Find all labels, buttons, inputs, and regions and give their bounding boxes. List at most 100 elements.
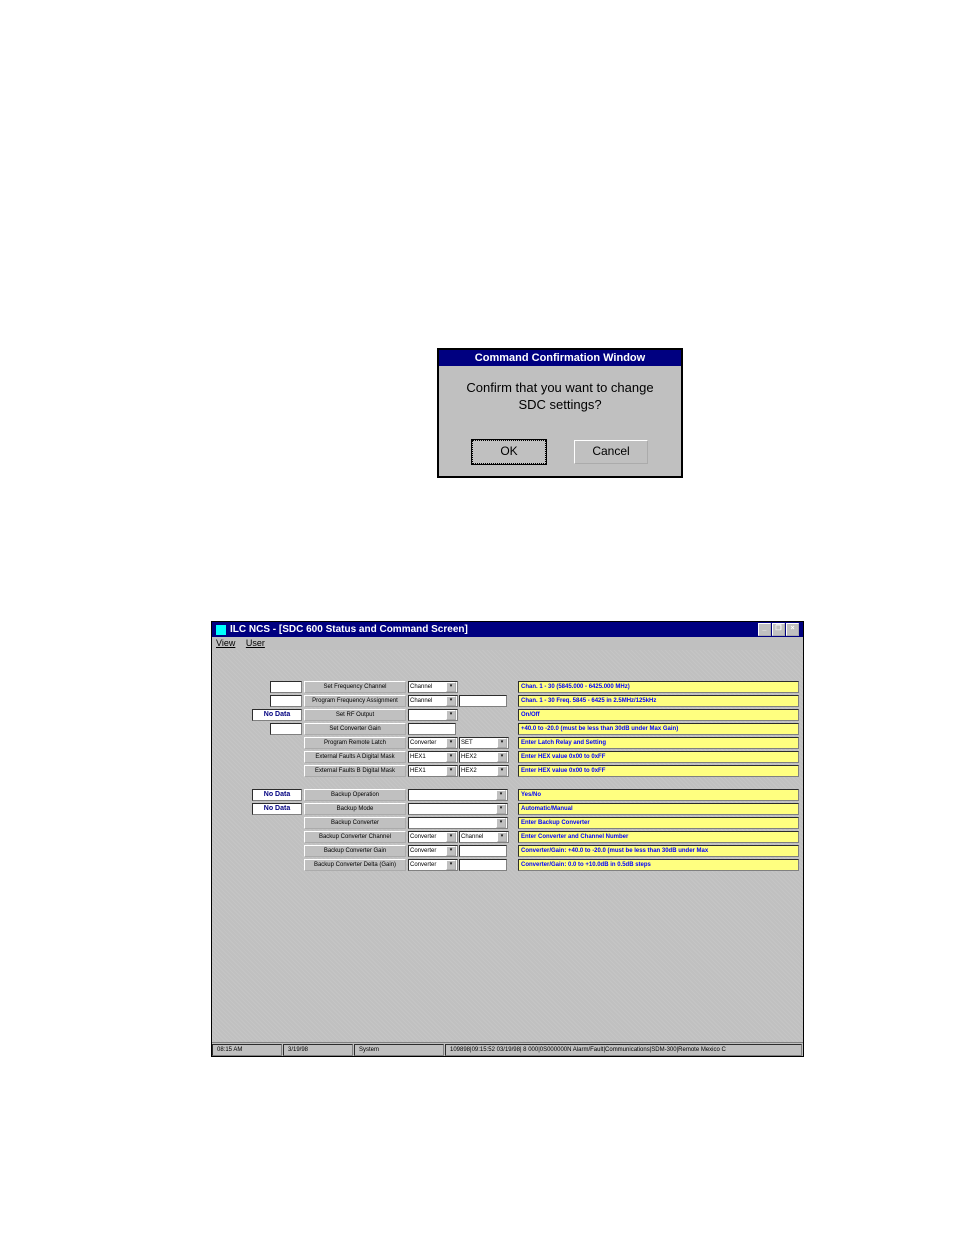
- nodata-label: No Data: [252, 709, 302, 721]
- dialog-message-line2: SDC settings?: [518, 397, 601, 412]
- nodata-label: No Data: [252, 803, 302, 815]
- dropdown[interactable]: Converter▾: [408, 831, 458, 843]
- dialog-title: Command Confirmation Window: [439, 350, 681, 366]
- command-button[interactable]: Backup Converter Channel: [304, 831, 406, 843]
- chevron-down-icon: ▾: [497, 766, 507, 776]
- form-row: No DataBackup Mode ▾ Automatic/Manual: [216, 803, 799, 815]
- command-button[interactable]: External Faults A Digital Mask: [304, 751, 406, 763]
- maximize-button[interactable]: ❐: [772, 623, 785, 636]
- chevron-down-icon: ▾: [446, 696, 456, 706]
- command-button[interactable]: External Faults B Digital Mask: [304, 765, 406, 777]
- menu-view[interactable]: View: [216, 638, 235, 648]
- menu-user[interactable]: User: [246, 638, 265, 648]
- chevron-down-icon: ▾: [446, 860, 456, 870]
- hint-label: Automatic/Manual: [518, 803, 799, 815]
- chevron-down-icon: ▾: [496, 804, 506, 814]
- hint-label: Enter Latch Relay and Setting: [518, 737, 799, 749]
- value-field: [270, 681, 302, 693]
- hint-label: Chan. 1 - 30 (5845.000 - 6425.000 MHz): [518, 681, 799, 693]
- command-button[interactable]: Backup Converter Gain: [304, 845, 406, 857]
- dropdown[interactable]: ▾: [408, 803, 508, 815]
- dialog-message-line1: Confirm that you want to change: [466, 380, 653, 395]
- command-confirmation-dialog: Command Confirmation Window Confirm that…: [437, 348, 683, 478]
- chevron-down-icon: ▾: [446, 710, 456, 720]
- chevron-down-icon: ▾: [446, 846, 456, 856]
- form-row: External Faults A Digital MaskHEX1▾HEX2▾…: [216, 751, 799, 763]
- ok-button[interactable]: OK: [472, 440, 546, 464]
- command-button[interactable]: Backup Converter Delta (Gain): [304, 859, 406, 871]
- cancel-button[interactable]: Cancel: [574, 440, 648, 464]
- dropdown[interactable]: ▾: [408, 817, 508, 829]
- close-button[interactable]: ×: [786, 623, 799, 636]
- nodata-label: No Data: [252, 789, 302, 801]
- dropdown[interactable]: HEX2▾: [459, 765, 509, 777]
- window-title: ILC NCS - [SDC 600 Status and Command Sc…: [230, 624, 468, 635]
- form-row: Set Frequency ChannelChannel▾ Chan. 1 - 3…: [216, 681, 799, 693]
- chevron-down-icon: ▾: [446, 752, 456, 762]
- command-button[interactable]: Set RF Output: [304, 709, 406, 721]
- form-row: Backup Converter Delta (Gain)Converter▾ C…: [216, 859, 799, 871]
- hint-label: Converter/Gain: 0.0 to +10.0dB in 0.5dB …: [518, 859, 799, 871]
- command-button[interactable]: Set Converter Gain: [304, 723, 406, 735]
- menubar: View User: [212, 637, 803, 649]
- chevron-down-icon: ▾: [497, 832, 507, 842]
- form-row: Program Remote LatchConverter▾SET▾ Enter …: [216, 737, 799, 749]
- chevron-down-icon: ▾: [446, 682, 456, 692]
- value-field: [270, 723, 302, 735]
- form-row: Set Converter Gain +40.0 to -20.0 (must b…: [216, 723, 799, 735]
- dropdown[interactable]: HEX1▾: [408, 765, 458, 777]
- input-field[interactable]: [459, 695, 507, 707]
- command-button[interactable]: Backup Converter: [304, 817, 406, 829]
- minimize-button[interactable]: _: [758, 623, 771, 636]
- status-user: System: [354, 1044, 444, 1056]
- hint-label: +40.0 to -20.0 (must be less than 30dB u…: [518, 723, 799, 735]
- input-field[interactable]: [459, 859, 507, 871]
- status-log: 109898|09:15:52 03/19/98| 8 000|0S000000…: [445, 1044, 802, 1056]
- command-button[interactable]: Backup Operation: [304, 789, 406, 801]
- input-field[interactable]: [459, 845, 507, 857]
- dropdown[interactable]: SET▾: [459, 737, 509, 749]
- hint-label: On/Off: [518, 709, 799, 721]
- hint-label: Yes/No: [518, 789, 799, 801]
- command-button[interactable]: Program Remote Latch: [304, 737, 406, 749]
- dropdown[interactable]: Channel▾: [408, 695, 458, 707]
- hint-label: Enter HEX value 0x00 to 0xFF: [518, 765, 799, 777]
- chevron-down-icon: ▾: [496, 818, 506, 828]
- chevron-down-icon: ▾: [446, 766, 456, 776]
- chevron-down-icon: ▾: [496, 790, 506, 800]
- command-button[interactable]: Backup Mode: [304, 803, 406, 815]
- dropdown[interactable]: Converter▾: [408, 737, 458, 749]
- app-icon: [216, 625, 226, 635]
- dropdown[interactable]: ▾: [408, 709, 458, 721]
- dropdown[interactable]: HEX2▾: [459, 751, 509, 763]
- titlebar: ILC NCS - [SDC 600 Status and Command Sc…: [212, 622, 803, 637]
- dropdown[interactable]: Converter▾: [408, 859, 458, 871]
- dropdown[interactable]: Channel▾: [459, 831, 509, 843]
- form-row: Backup Converter ChannelConverter▾Channe…: [216, 831, 799, 843]
- command-button[interactable]: Program Frequency Assignment: [304, 695, 406, 707]
- form-row: No DataSet RF Output ▾ On/Off: [216, 709, 799, 721]
- form-row: Backup Converter GainConverter▾ Converter…: [216, 845, 799, 857]
- input-field[interactable]: [408, 723, 456, 735]
- dropdown[interactable]: Channel▾: [408, 681, 458, 693]
- hint-label: Chan. 1 - 30 Freq. 5845 - 6425 in 2.5MHz…: [518, 695, 799, 707]
- hint-label: Enter Converter and Channel Number: [518, 831, 799, 843]
- dropdown[interactable]: HEX1▾: [408, 751, 458, 763]
- chevron-down-icon: ▾: [446, 832, 456, 842]
- dropdown[interactable]: Converter▾: [408, 845, 458, 857]
- dialog-message: Confirm that you want to change SDC sett…: [439, 366, 681, 422]
- command-button[interactable]: Set Frequency Channel: [304, 681, 406, 693]
- chevron-down-icon: ▾: [497, 752, 507, 762]
- form-row: Program Frequency AssignmentChannel▾ Chan…: [216, 695, 799, 707]
- hint-label: Enter Backup Converter: [518, 817, 799, 829]
- status-time: 08:15 AM: [212, 1044, 282, 1056]
- hint-label: Enter HEX value 0x00 to 0xFF: [518, 751, 799, 763]
- form-row: No DataBackup Operation ▾ Yes/No: [216, 789, 799, 801]
- sdc-status-command-window: ILC NCS - [SDC 600 Status and Command Sc…: [211, 621, 804, 1057]
- dropdown[interactable]: ▾: [408, 789, 508, 801]
- chevron-down-icon: ▾: [446, 738, 456, 748]
- form-row: External Faults B Digital MaskHEX1▾HEX2▾…: [216, 765, 799, 777]
- chevron-down-icon: ▾: [497, 738, 507, 748]
- status-date: 3/19/98: [283, 1044, 353, 1056]
- hint-label: Converter/Gain: +40.0 to -20.0 (must be …: [518, 845, 799, 857]
